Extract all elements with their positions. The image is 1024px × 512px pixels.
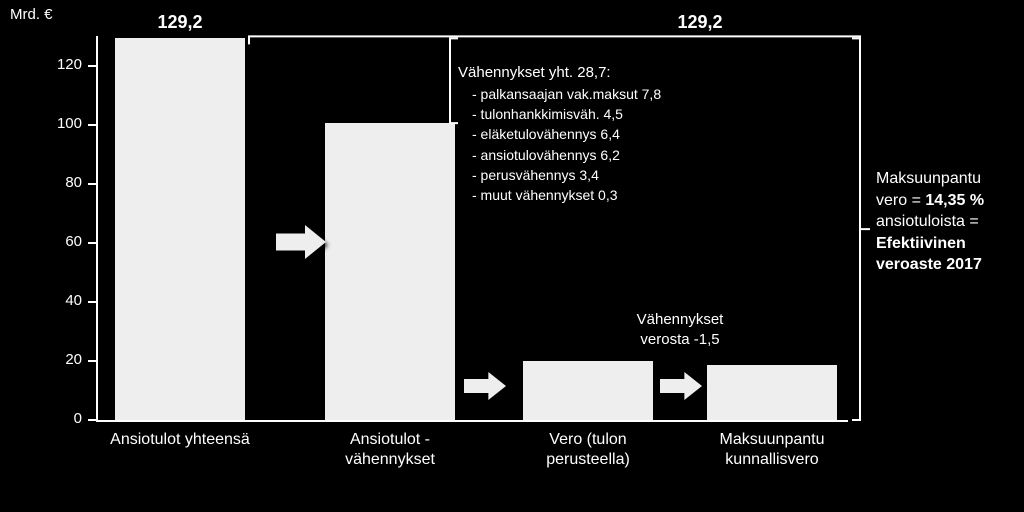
chart-stage: Mrd. € 020406080100120 129,2129,2 Ansiot…: [0, 0, 1024, 512]
deduction-bracket: [0, 0, 1024, 512]
